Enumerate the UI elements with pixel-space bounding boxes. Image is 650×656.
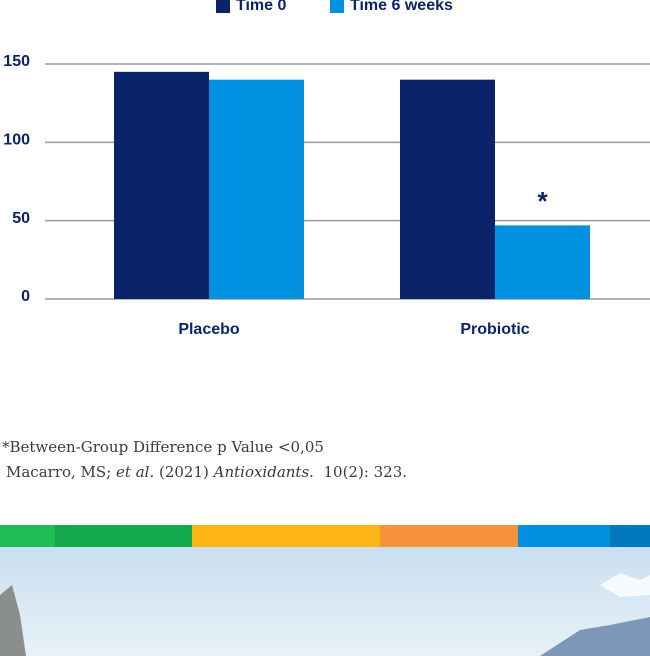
annotation: *	[537, 186, 548, 216]
bar	[209, 79, 304, 300]
bar	[114, 71, 209, 299]
y-tick-label: 100	[3, 132, 30, 149]
legend-swatch	[330, 0, 344, 13]
citation-part: Antioxidants	[213, 463, 310, 481]
y-tick-label: 150	[3, 53, 30, 70]
citation-part: . 10(2): 323.	[309, 463, 408, 481]
x-tick-label: Placebo	[178, 321, 240, 338]
footnote: *Between-Group Difference p Value <0,05	[2, 438, 324, 456]
y-tick-label: 0	[21, 288, 30, 305]
legend-label: Time 6 weeks	[350, 0, 453, 14]
decor-banner	[0, 525, 650, 656]
y-tick-label: 50	[12, 210, 30, 227]
legend-label: Time 0	[236, 0, 287, 14]
legend-swatch	[216, 0, 230, 13]
x-tick-label: Probiotic	[460, 321, 529, 338]
citation: Macarro, MS; et al. (2021) Antioxidants.…	[6, 463, 407, 481]
bar	[495, 225, 590, 299]
citation-part: . (2021)	[149, 463, 214, 481]
chart: 0 50 100 150 Time 0 Time 6 weeks Placebo Probio…	[3, 0, 650, 338]
citation-part: et al	[116, 463, 150, 481]
citation-part: Macarro, MS;	[6, 463, 117, 481]
bar	[400, 79, 495, 300]
